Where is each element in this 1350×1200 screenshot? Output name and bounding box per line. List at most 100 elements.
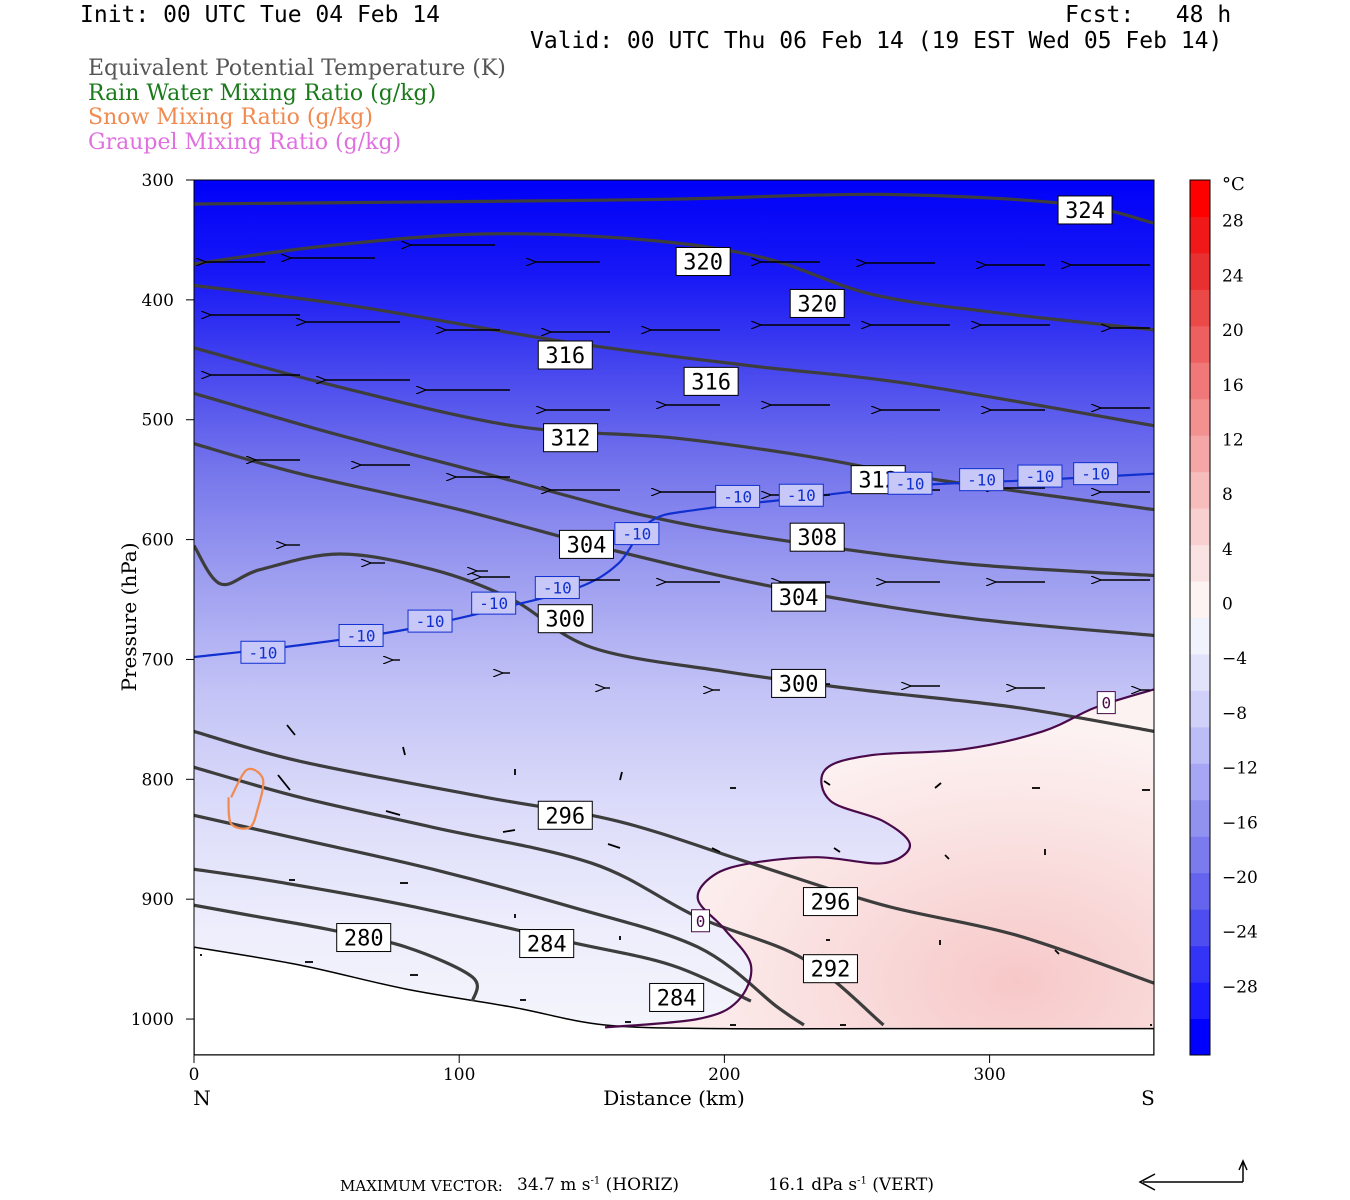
colorbar-tick-label: −28 bbox=[1222, 977, 1258, 997]
colorbar-swatch bbox=[1190, 982, 1210, 1020]
theta-e-label-box bbox=[683, 366, 739, 396]
theta-e-label-box bbox=[537, 800, 593, 830]
theta-e-label: 300 bbox=[545, 608, 585, 633]
colorbar-swatch bbox=[1190, 180, 1210, 217]
theta-e-label: 312 bbox=[551, 427, 591, 452]
zero-degree-isotherm bbox=[604, 688, 1154, 1029]
theta-e-label-box bbox=[519, 929, 575, 959]
theta-e-label: 308 bbox=[797, 526, 837, 551]
y-tick-label: 800 bbox=[142, 770, 174, 790]
init-time: Init: 00 UTC Tue 04 Feb 14 bbox=[80, 2, 441, 28]
colorbar-tick-label: −4 bbox=[1222, 649, 1247, 669]
wind-vector bbox=[286, 724, 296, 736]
theta-e-label-box bbox=[649, 982, 705, 1012]
isotherm-label: -10 bbox=[896, 474, 925, 493]
isotherm-label: -10 bbox=[723, 487, 752, 506]
isotherm-label: -10 bbox=[1081, 465, 1110, 484]
theta-e-contour-296 bbox=[194, 729, 1154, 985]
wind-vector bbox=[619, 771, 623, 781]
colorbar-swatch bbox=[1190, 872, 1210, 910]
colorbar-swatch bbox=[1190, 690, 1210, 728]
x-axis-right-end-label: S bbox=[1141, 1086, 1155, 1110]
wind-vector bbox=[402, 746, 406, 756]
colorbar-tick-label: 28 bbox=[1222, 212, 1244, 232]
isotherm-label: -10 bbox=[622, 525, 651, 544]
max-vector-horiz: 34.7 m s-1 (HORIZ) bbox=[517, 1175, 679, 1195]
isotherm-label-box bbox=[1096, 691, 1116, 715]
isotherm-label: 0 bbox=[696, 912, 706, 931]
theta-e-contour-304 bbox=[194, 442, 1154, 638]
colorbar-swatch bbox=[1190, 508, 1210, 546]
horiz-tag: (HORIZ) bbox=[605, 1175, 680, 1195]
y-tick-label: 700 bbox=[142, 650, 174, 670]
colorbar-swatch bbox=[1190, 362, 1210, 400]
theta-e-label-box bbox=[1057, 195, 1113, 225]
y-tick-label: 600 bbox=[142, 531, 174, 551]
theta-e-label: 316 bbox=[691, 370, 731, 395]
theta-e-contour-312 bbox=[194, 346, 1154, 512]
isotherm-label-box bbox=[1073, 462, 1119, 486]
isotherm-label-box bbox=[715, 484, 761, 508]
wind-vector bbox=[385, 810, 401, 816]
theta-e-label: 320 bbox=[683, 251, 723, 276]
x-tick-label: 100 bbox=[443, 1065, 475, 1085]
theta-e-contour-316 bbox=[194, 283, 1154, 428]
colorbar-swatch bbox=[1190, 435, 1210, 473]
vert-tag: (VERT) bbox=[872, 1175, 935, 1195]
theta-e-contour-284 bbox=[194, 867, 752, 1003]
colorbar-swatch bbox=[1190, 581, 1210, 618]
vert-exponent: -1 bbox=[857, 1175, 867, 1187]
legend-graupel: Graupel Mixing Ratio (g/kg) bbox=[88, 130, 402, 155]
colorbar-tick-label: −24 bbox=[1222, 923, 1258, 943]
theta-e-label: 280 bbox=[344, 927, 384, 952]
y-tick-label: 500 bbox=[142, 411, 174, 431]
isotherm-label: -10 bbox=[416, 612, 445, 631]
theta-e-label: 292 bbox=[811, 958, 851, 983]
theta-e-label: 300 bbox=[779, 672, 819, 697]
colorbar-tick-label: −12 bbox=[1222, 759, 1258, 779]
isotherm-label-box bbox=[240, 640, 286, 664]
wind-vector bbox=[277, 774, 291, 791]
colorbar-tick-label: 16 bbox=[1222, 376, 1244, 396]
colorbar-swatch bbox=[1190, 653, 1210, 691]
max-vector-vert: 16.1 dPa s-1 (VERT) bbox=[768, 1175, 934, 1195]
colorbar-swatch bbox=[1190, 252, 1210, 290]
theta-e-label-box bbox=[789, 522, 845, 552]
colorbar-swatch bbox=[1190, 471, 1210, 509]
isotherm-label-box bbox=[338, 623, 384, 647]
horiz-exponent: -1 bbox=[590, 1175, 601, 1187]
reference-vector bbox=[1138, 1159, 1248, 1191]
theta-e-label-box bbox=[336, 923, 392, 953]
wind-vector bbox=[823, 780, 831, 786]
y-tick-label: 300 bbox=[142, 171, 174, 191]
isotherm-label-box bbox=[407, 609, 453, 633]
colorbar-swatch bbox=[1190, 726, 1210, 764]
isotherm-label-box bbox=[959, 468, 1005, 492]
colorbar-swatch bbox=[1190, 289, 1210, 327]
wind-vector bbox=[711, 847, 721, 853]
isotherm-label: -10 bbox=[347, 626, 376, 645]
theta-e-label-box bbox=[802, 887, 858, 917]
y-axis-label: Pressure (hPa) bbox=[117, 543, 141, 692]
x-tick-label: 0 bbox=[189, 1065, 200, 1085]
isotherm-label-box bbox=[691, 909, 711, 933]
theta-e-contour-320 bbox=[194, 232, 1154, 332]
colorbar-swatch bbox=[1190, 398, 1210, 436]
colorbar-tick-label: −20 bbox=[1222, 868, 1258, 888]
legend-snow: Snow Mixing Ratio (g/kg) bbox=[88, 105, 373, 130]
theta-e-label-box bbox=[558, 529, 614, 559]
isotherm-label: -10 bbox=[248, 643, 277, 662]
colorbar-unit: °C bbox=[1222, 174, 1245, 195]
y-tick-label: 1000 bbox=[131, 1010, 174, 1030]
theta-e-label: 284 bbox=[657, 986, 697, 1011]
colorbar-tick-label: 24 bbox=[1222, 266, 1244, 286]
theta-e-label: 324 bbox=[1065, 199, 1105, 224]
legend-rain: Rain Water Mixing Ratio (g/kg) bbox=[88, 81, 437, 106]
theta-e-label-box bbox=[771, 582, 827, 612]
colorbar-swatch bbox=[1190, 799, 1210, 837]
theta-e-contour-308 bbox=[194, 391, 1154, 578]
theta-e-label: 304 bbox=[779, 586, 819, 611]
isotherm-label: -10 bbox=[787, 486, 816, 505]
horiz-value: 34.7 m s bbox=[517, 1175, 591, 1195]
isotherm-label: -10 bbox=[1026, 467, 1055, 486]
